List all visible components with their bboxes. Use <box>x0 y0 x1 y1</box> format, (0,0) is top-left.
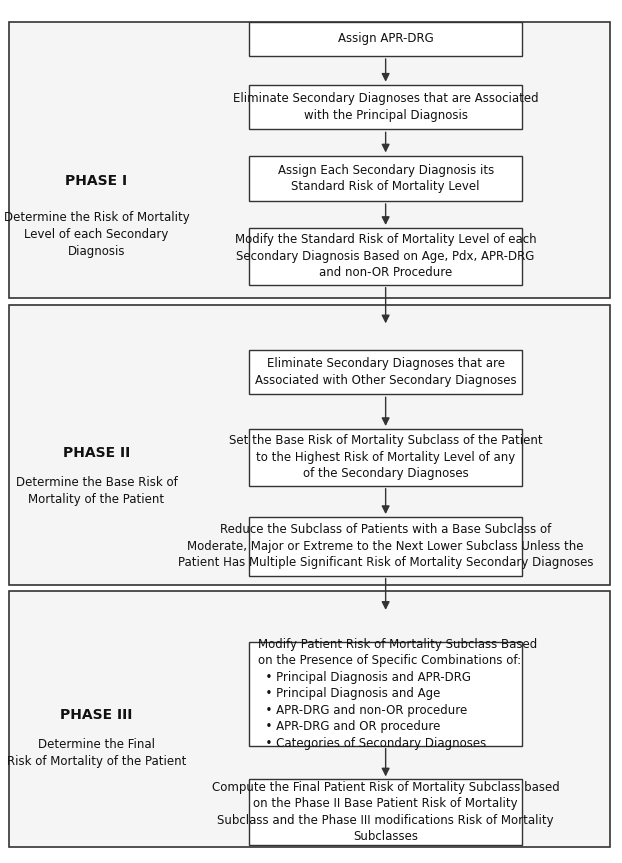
Bar <box>9 22 610 298</box>
Bar <box>9 305 610 585</box>
Text: PHASE I: PHASE I <box>65 174 128 188</box>
Text: Eliminate Secondary Diagnoses that are Associated
with the Principal Diagnosis: Eliminate Secondary Diagnoses that are A… <box>233 92 539 122</box>
Text: Modify the Standard Risk of Mortality Level of each
Secondary Diagnosis Based on: Modify the Standard Risk of Mortality Le… <box>235 233 536 280</box>
Bar <box>249 642 522 746</box>
Text: Set the Base Risk of Mortality Subclass of the Patient
to the Highest Risk of Mo: Set the Base Risk of Mortality Subclass … <box>229 434 542 481</box>
Bar <box>249 429 522 486</box>
Bar <box>249 156 522 201</box>
Bar <box>249 85 522 129</box>
Bar <box>249 350 522 394</box>
Bar <box>249 228 522 285</box>
Text: Compute the Final Patient Risk of Mortality Subclass based
on the Phase II Base : Compute the Final Patient Risk of Mortal… <box>211 781 560 843</box>
Text: Assign Each Secondary Diagnosis its
Standard Risk of Mortality Level: Assign Each Secondary Diagnosis its Stan… <box>277 164 494 193</box>
Text: PHASE III: PHASE III <box>60 708 132 721</box>
Text: Modify Patient Risk of Mortality Subclass Based
on the Presence of Specific Comb: Modify Patient Risk of Mortality Subclas… <box>258 638 537 750</box>
Bar <box>249 22 522 56</box>
Text: Reduce the Subclass of Patients with a Base Subclass of
Moderate, Major or Extre: Reduce the Subclass of Patients with a B… <box>178 523 593 570</box>
Text: Determine the Risk of Mortality
Level of each Secondary
Diagnosis: Determine the Risk of Mortality Level of… <box>4 211 189 258</box>
Text: PHASE II: PHASE II <box>63 446 130 460</box>
Text: Eliminate Secondary Diagnoses that are
Associated with Other Secondary Diagnoses: Eliminate Secondary Diagnoses that are A… <box>255 357 516 387</box>
Bar <box>249 517 522 576</box>
Bar <box>9 591 610 847</box>
Bar <box>249 779 522 845</box>
Text: Assign APR-DRG: Assign APR-DRG <box>338 32 434 46</box>
Text: Determine the Final
Risk of Mortality of the Patient: Determine the Final Risk of Mortality of… <box>7 738 186 768</box>
Text: Determine the Base Risk of
Mortality of the Patient: Determine the Base Risk of Mortality of … <box>16 476 177 507</box>
